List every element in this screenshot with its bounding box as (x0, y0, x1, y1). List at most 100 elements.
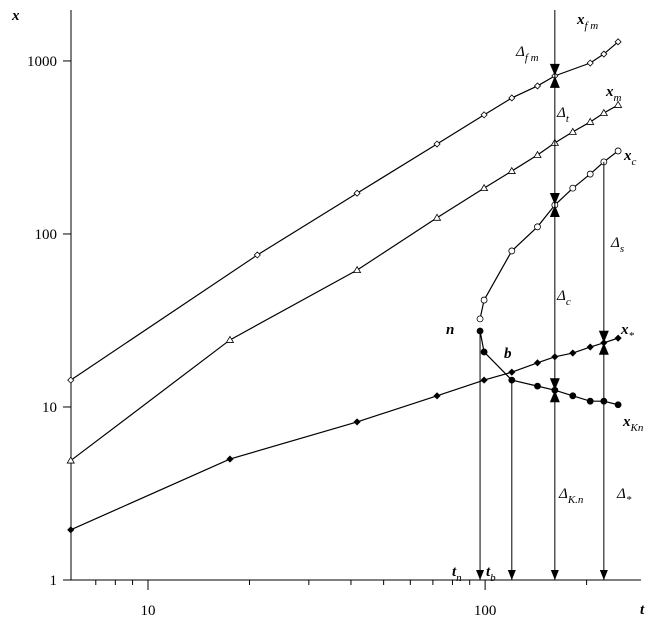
annotation-text: x (605, 84, 614, 100)
annotation-sub: K.n (567, 494, 584, 506)
x-axis-label: t (640, 602, 645, 618)
series-line (70, 104, 619, 462)
annotation: xm (605, 84, 622, 104)
arrowhead (549, 75, 560, 88)
y-tick-label: 100 (35, 227, 58, 243)
arrowhead (549, 390, 560, 403)
point (352, 265, 362, 274)
annotation-text: x (576, 12, 585, 28)
arrowhead (598, 330, 609, 343)
point (225, 335, 235, 343)
annotation: ΔK.n (558, 486, 584, 506)
annotation-sub: c (632, 156, 637, 168)
point (534, 382, 541, 390)
series-line (479, 330, 619, 406)
annotation: tb (486, 564, 496, 584)
arrowhead (598, 342, 609, 355)
annotation: x* (620, 322, 635, 342)
point (67, 376, 75, 384)
y-tick-label: 10 (42, 400, 57, 416)
annotation-text: Δ (556, 105, 566, 121)
annotation-text: Δ (556, 288, 566, 304)
annotation-text: b (504, 346, 512, 362)
point (586, 343, 594, 351)
arrowhead (550, 570, 559, 580)
point (226, 455, 234, 463)
annotation-text: x (620, 322, 629, 338)
point (533, 359, 542, 367)
point (66, 456, 75, 464)
point (433, 392, 441, 400)
point (600, 50, 608, 58)
point (534, 223, 541, 231)
annotation: xf m (576, 12, 598, 32)
point (613, 100, 623, 108)
point (533, 82, 542, 90)
annotation-text: Δ (558, 486, 568, 502)
arrowhead (549, 205, 560, 218)
annotation-text: Δ (616, 486, 626, 502)
point (614, 147, 622, 155)
point (533, 150, 542, 158)
point (569, 349, 577, 357)
point (480, 376, 488, 384)
annotation-sub: m (614, 92, 622, 104)
y-tick-label: 1 (50, 573, 58, 589)
arrowhead (549, 63, 560, 76)
point (480, 296, 488, 304)
point (476, 315, 484, 323)
annotation-sub: f m (525, 52, 539, 64)
annotation-sub: s (620, 243, 624, 255)
annotation: b (504, 346, 512, 362)
x-tick-label: 10 (141, 603, 156, 619)
point (479, 183, 489, 192)
annotation: Δt (556, 105, 570, 125)
annotation-text: x (622, 414, 631, 430)
point (507, 166, 517, 174)
annotation: Δf m (515, 44, 539, 64)
arrowhead (599, 570, 608, 580)
x-tick-label: 100 (474, 603, 497, 619)
point (614, 334, 622, 342)
annotation-sub: n (456, 572, 462, 584)
annotation-text: t (452, 564, 457, 580)
annotation-sub: * (626, 494, 632, 506)
point (569, 392, 577, 400)
point (614, 38, 622, 46)
annotation-sub: b (490, 572, 496, 584)
annotation: Δ* (616, 486, 632, 506)
annotation: tn (452, 564, 462, 584)
arrowhead (549, 193, 560, 206)
point (614, 401, 622, 409)
point (508, 94, 516, 102)
point (568, 127, 577, 135)
series-line (70, 337, 619, 531)
annotation-text: n (446, 322, 454, 338)
annotation: xKn (622, 414, 644, 434)
point (432, 213, 442, 221)
annotation-sub: t (566, 113, 570, 125)
annotation-sub: * (629, 330, 635, 342)
point (480, 111, 488, 119)
point (253, 251, 261, 259)
series-line (479, 150, 619, 320)
point (480, 348, 488, 356)
annotation-sub: c (566, 296, 571, 308)
arrowhead (507, 570, 516, 580)
point (353, 418, 361, 426)
series-line (70, 41, 619, 381)
y-axis-label: x (11, 8, 20, 24)
arrowhead (476, 570, 485, 580)
annotation: xc (623, 148, 637, 168)
annotation: Δs (610, 235, 624, 255)
point (508, 368, 516, 376)
point (586, 117, 595, 125)
y-tick-label: 1000 (27, 54, 57, 70)
point (433, 140, 441, 148)
point (508, 247, 516, 255)
annotation-text: Δ (610, 235, 620, 251)
annotation: Δc (556, 288, 571, 308)
annotation-text: t (486, 564, 491, 580)
point (569, 184, 577, 192)
